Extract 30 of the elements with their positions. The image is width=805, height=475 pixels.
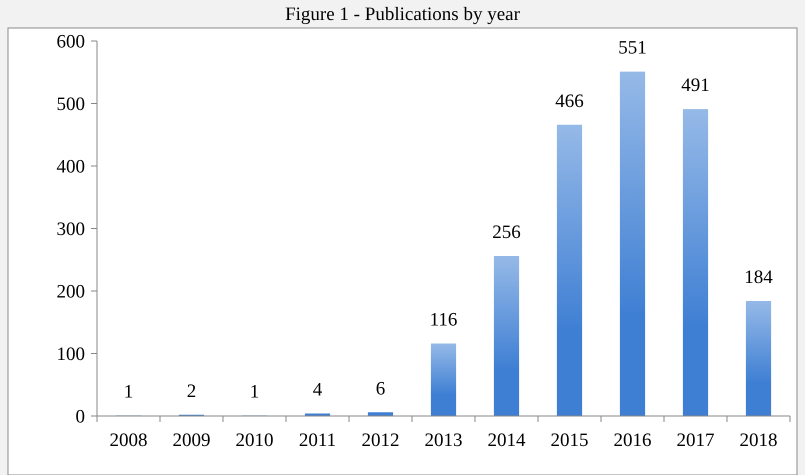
data-label: 466 — [555, 90, 584, 112]
x-tick-label: 2016 — [614, 430, 652, 451]
data-label: 1 — [124, 381, 134, 402]
data-label: 491 — [681, 75, 710, 96]
y-tick-label: 100 — [56, 344, 85, 366]
data-label: 2 — [186, 380, 196, 402]
x-tick-label: 2009 — [172, 430, 210, 451]
data-label: 551 — [618, 38, 647, 59]
x-tick-label: 2015 — [550, 430, 588, 451]
x-tick-label: 2013 — [424, 430, 462, 451]
x-tick-label: 2018 — [740, 430, 778, 451]
y-tick-label: 600 — [56, 32, 85, 53]
data-label: 6 — [376, 378, 386, 400]
y-tick-label: 200 — [56, 282, 85, 303]
x-tick-label: 2008 — [110, 430, 148, 451]
x-tick-label: 2012 — [362, 430, 400, 451]
x-tick-label: 2011 — [298, 430, 336, 451]
data-label: 256 — [492, 222, 521, 243]
y-tick-label: 300 — [56, 219, 85, 240]
data-label: 4 — [312, 380, 323, 400]
data-label: 184 — [744, 267, 774, 288]
x-tick-label: 2017 — [676, 430, 714, 451]
x-tick-label: 2010 — [236, 430, 274, 451]
y-tick-label: 500 — [56, 94, 85, 116]
y-tick-label: 0 — [76, 406, 85, 428]
y-tick-label: 400 — [56, 156, 85, 178]
x-tick-label: 2014 — [488, 430, 526, 451]
chart-title: Figure 1 - Publications by year — [285, 4, 521, 25]
data-label: 116 — [430, 310, 458, 330]
data-label: 1 — [250, 381, 260, 402]
